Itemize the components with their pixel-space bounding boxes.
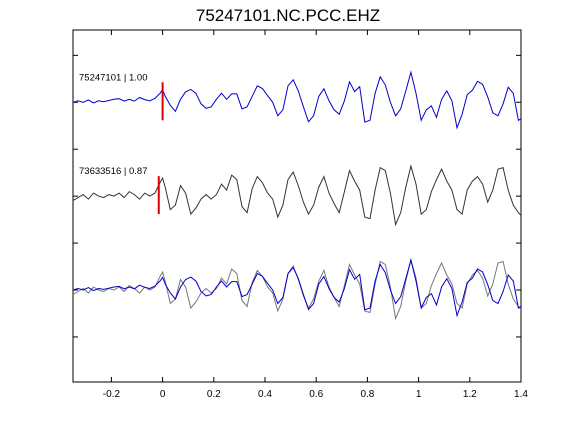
x-tick-label: 0.2 — [207, 389, 221, 400]
x-tick-label: 0.8 — [360, 389, 374, 400]
x-tick-label: 1.4 — [514, 389, 528, 400]
x-tick-label: 0 — [160, 389, 166, 400]
overlay-trace-1 — [72, 258, 522, 318]
trace-label-1: 75247101 | 1.00 — [79, 72, 148, 83]
traces: 75247101 | 1.00 73633516 | 0.87 — [72, 70, 522, 321]
plot-frame — [72, 29, 522, 383]
waveform-trace-1 — [72, 70, 522, 130]
x-tick-label: 0.4 — [258, 389, 272, 400]
chart-title: 75247101.NC.PCC.EHZ — [195, 6, 381, 25]
x-tick-label: 1 — [416, 389, 422, 400]
axis-ticks: -0.2 0 0.2 0.4 0.6 0.8 1 1.2 1.4 — [73, 30, 528, 400]
x-tick-label: 1.2 — [463, 389, 477, 400]
trace-label-2: 73633516 | 0.87 — [79, 166, 148, 177]
x-tick-label: 0.6 — [309, 389, 323, 400]
overlay-trace-2 — [72, 258, 522, 321]
x-tick-label: -0.2 — [103, 389, 121, 400]
waveform-trace-2 — [72, 164, 522, 227]
